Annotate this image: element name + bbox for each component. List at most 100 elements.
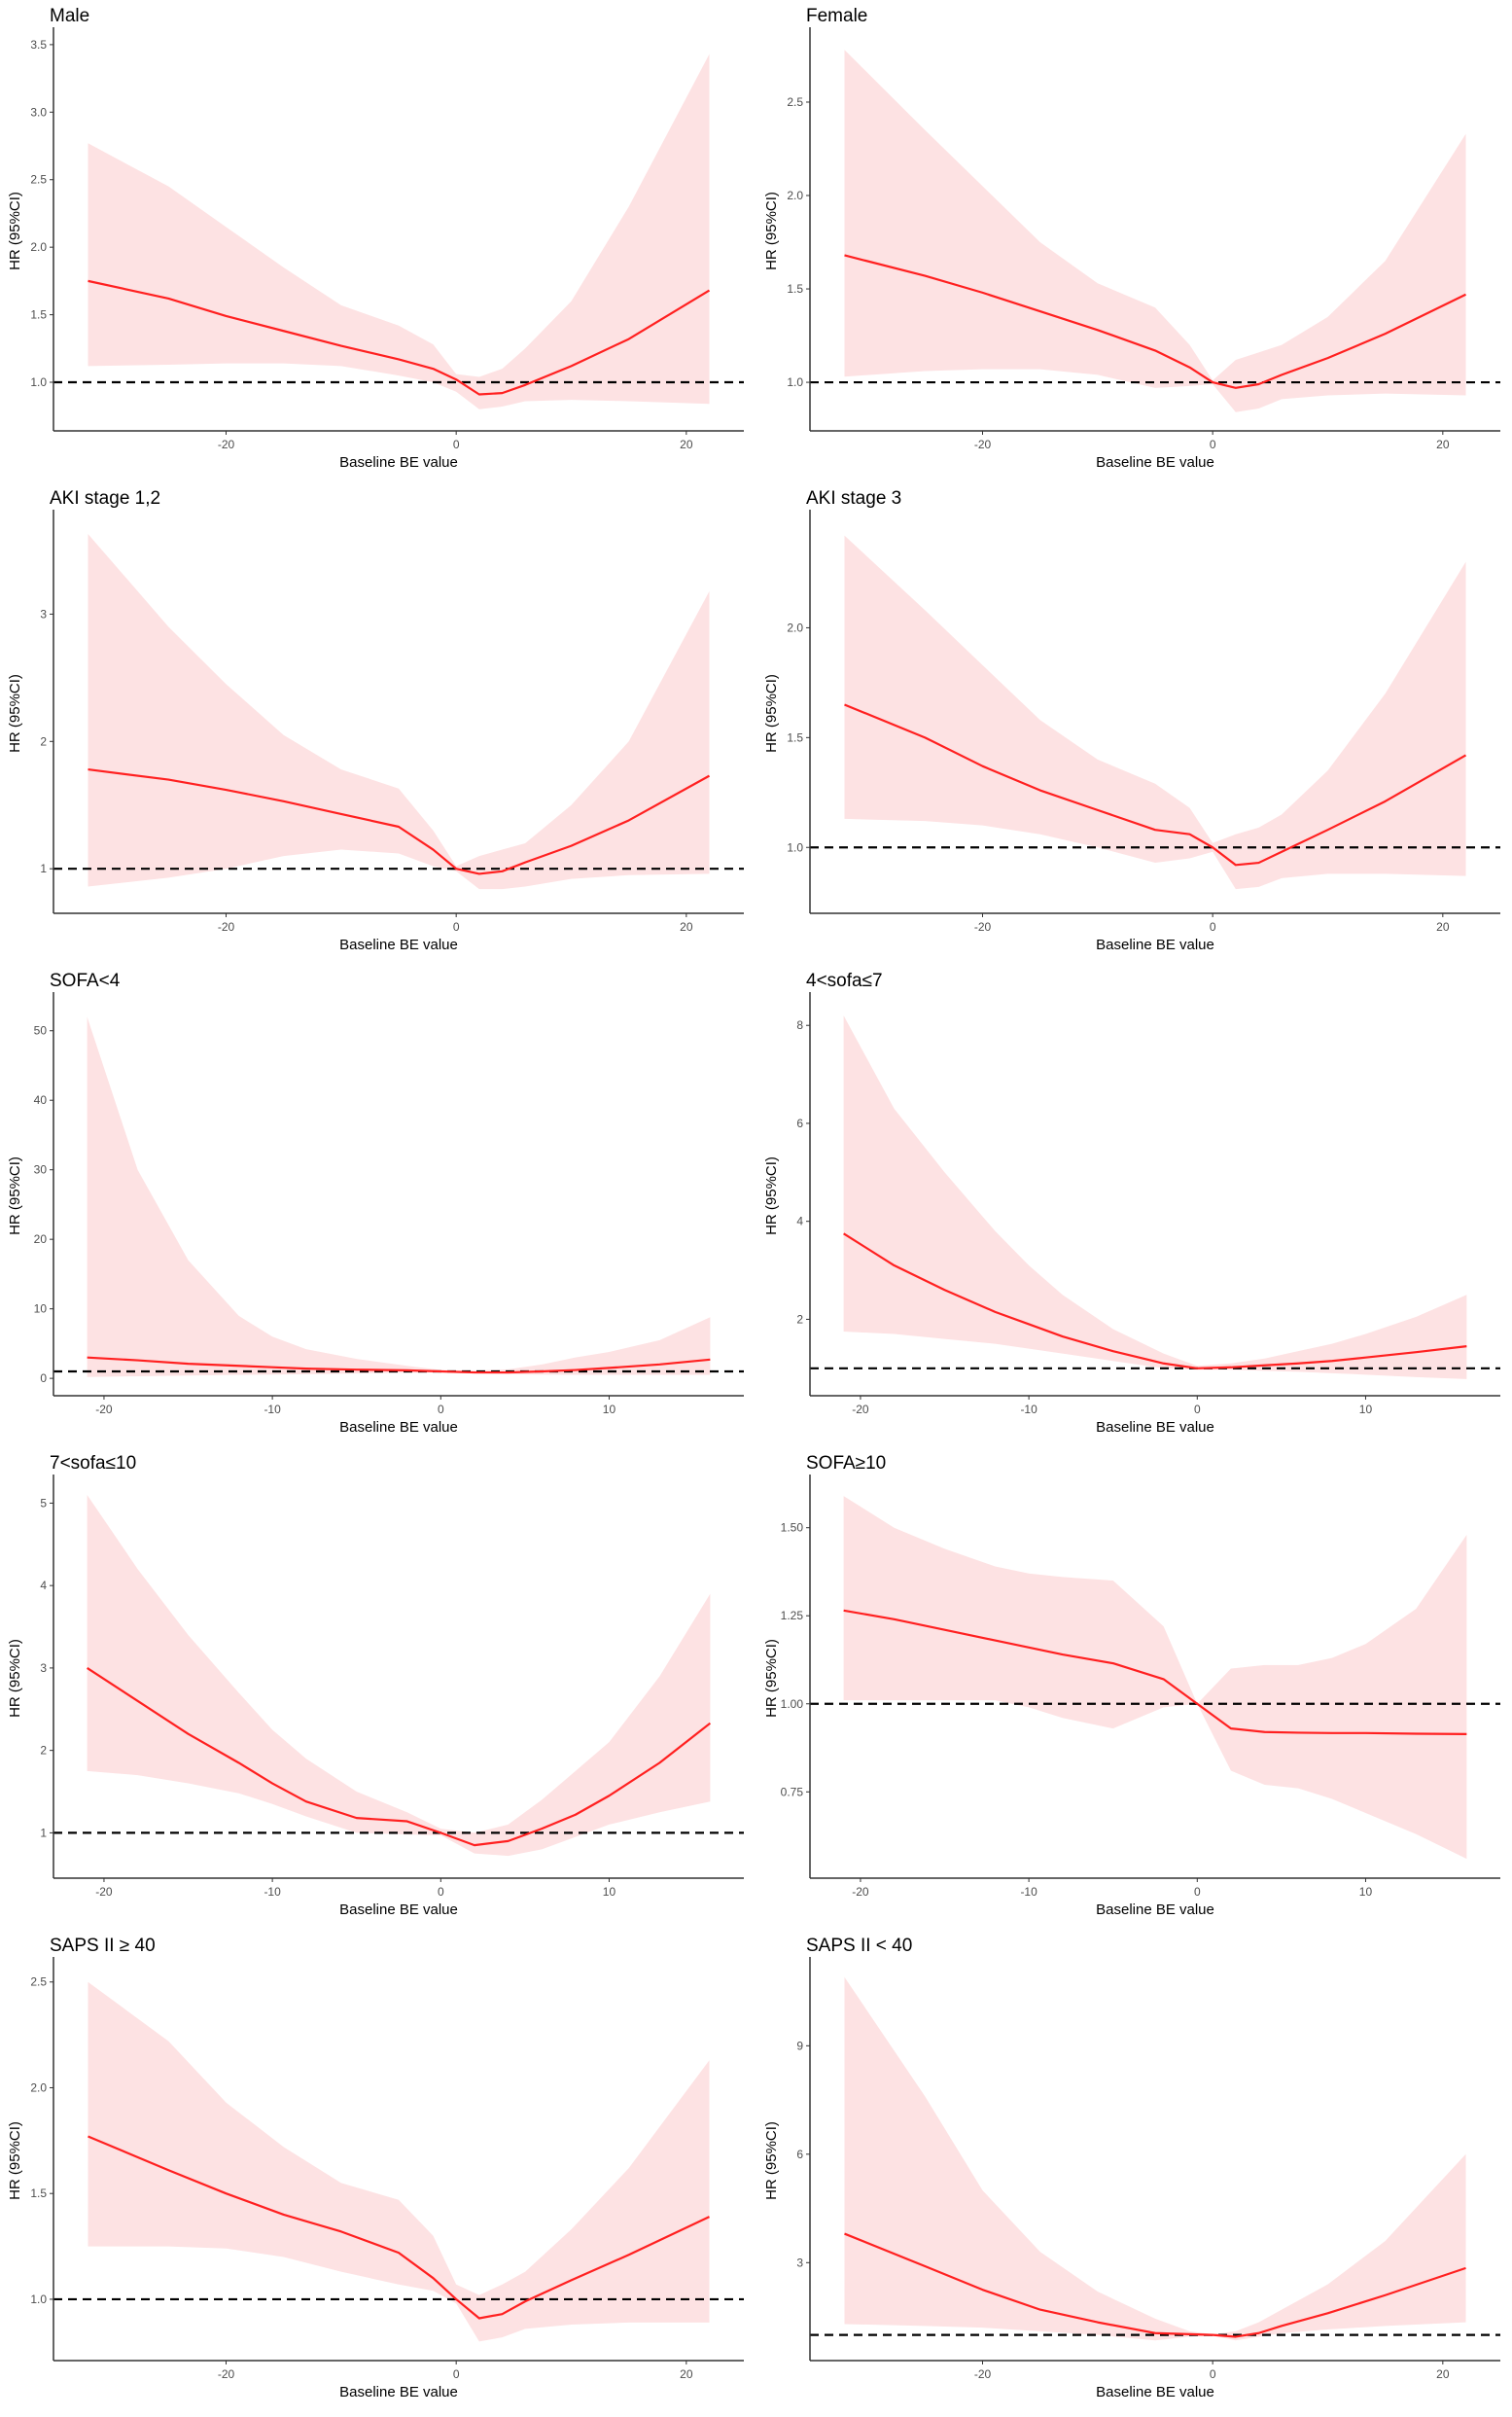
panel-title: 4<sofa≤7 (806, 971, 883, 991)
panel-title: SOFA<4 (50, 971, 121, 991)
y-tick-label: 4 (40, 1579, 47, 1592)
hr-line (843, 1232, 1467, 1369)
x-axis-label: Baseline BE value (1096, 937, 1214, 953)
x-tick-label: -20 (95, 1403, 113, 1416)
x-tick-label: 10 (1359, 1403, 1373, 1416)
y-tick-label: 2.0 (30, 240, 47, 254)
panel-title: AKI stage 1,2 (50, 488, 160, 509)
x-tick-label: 20 (680, 2367, 693, 2381)
panel-7: 0.75 1.00 1.25 1.50 -20 -10 0 10 SOFA≥10 Baseline… (756, 1447, 1512, 1930)
y-tick-label: 20 (34, 1232, 48, 1246)
y-tick-label: 2.5 (787, 95, 803, 109)
y-axis-label: HR (95%CI) (7, 674, 23, 753)
x-axis-label: Baseline BE value (1096, 1419, 1214, 1436)
y-tick-label: 3 (796, 2256, 803, 2269)
panel-title: AKI stage 3 (806, 488, 901, 509)
y-tick-label: 2.0 (787, 189, 803, 202)
chart-svg: 2 4 6 8 -20 -10 0 10 4<sofa≤7 Baseline BE value HR… (763, 971, 1500, 1436)
panel-4: 0 10 20 30 40 50 -20 -10 0 10 SOFA<4 Baseline BE va… (0, 965, 756, 1447)
chart-svg: 0.75 1.00 1.25 1.50 -20 -10 0 10 SOFA≥10 Baseline… (763, 1453, 1500, 1918)
chart-svg: 1.0 1.5 2.0 2.5 -20 0 20 Female Baseline BE valu… (763, 6, 1500, 471)
panel-title: Male (50, 6, 89, 26)
chart-svg: 0 10 20 30 40 50 -20 -10 0 10 SOFA<4 Baseline BE va… (7, 971, 744, 1436)
panel-6: 1 2 3 4 5 -20 -10 0 10 7<sofa≤10 Baseline BE value… (0, 1447, 756, 1930)
x-tick-label: -20 (218, 438, 235, 451)
y-axis-label: HR (95%CI) (7, 1156, 23, 1235)
hr-line (844, 2232, 1466, 2338)
y-tick-label: 2 (40, 734, 47, 748)
y-tick-label: 50 (34, 1024, 48, 1038)
x-tick-label: -20 (95, 1885, 113, 1899)
x-tick-label: -20 (218, 920, 235, 934)
y-tick-label: 1.25 (781, 1609, 804, 1622)
y-tick-label: 1.50 (781, 1521, 804, 1535)
x-tick-label: 0 (1210, 2367, 1216, 2381)
x-tick-label: 0 (453, 920, 460, 934)
y-tick-label: 0.75 (781, 1785, 804, 1798)
x-tick-label: 0 (453, 2367, 460, 2381)
panel-title: SAPS II ≥ 40 (50, 1936, 156, 1956)
x-tick-label: 20 (1436, 438, 1450, 451)
y-tick-label: 6 (796, 1117, 803, 1130)
y-tick-label: 2.5 (30, 1975, 47, 1989)
y-tick-label: 1 (40, 1826, 47, 1839)
ci-band (88, 53, 710, 409)
chart-svg: 1.0 1.5 2.0 2.5 -20 0 20 SAPS II ≥ 40 Baseline B… (7, 1936, 744, 2400)
y-tick-label: 1.0 (787, 840, 803, 854)
chart-svg: 1 2 3 4 5 -20 -10 0 10 7<sofa≤10 Baseline BE value… (7, 1453, 744, 1918)
y-tick-label: 40 (34, 1093, 48, 1107)
x-axis-label: Baseline BE value (339, 1902, 458, 1918)
x-tick-label: -10 (264, 1403, 281, 1416)
x-tick-label: 10 (603, 1885, 616, 1899)
y-axis-label: HR (95%CI) (7, 192, 23, 270)
panel-5: 2 4 6 8 -20 -10 0 10 4<sofa≤7 Baseline BE value HR… (756, 965, 1512, 1447)
x-axis-label: Baseline BE value (1096, 1902, 1214, 1918)
y-tick-label: 1.0 (30, 2293, 47, 2306)
hr-line (87, 1666, 712, 1847)
hr-line (87, 1356, 711, 1374)
x-tick-label: -20 (852, 1403, 869, 1416)
y-tick-label: 30 (34, 1163, 48, 1177)
x-tick-label: -20 (974, 920, 992, 934)
y-tick-label: 10 (34, 1302, 48, 1316)
ci-band (87, 1016, 711, 1377)
x-axis-label: Baseline BE value (339, 937, 458, 953)
y-tick-label: 2.0 (30, 2080, 47, 2094)
x-tick-label: 0 (453, 438, 460, 451)
y-tick-label: 1 (40, 862, 47, 875)
x-tick-label: 0 (1210, 920, 1216, 934)
y-tick-label: 3.0 (30, 105, 47, 119)
ci-band (87, 1494, 711, 1857)
panel-0: 1.0 1.5 2.0 2.5 3.0 3.5 -20 0 20 Male Baseline BE … (0, 0, 756, 482)
x-tick-label: 20 (1436, 2367, 1450, 2381)
x-tick-label: 0 (438, 1403, 444, 1416)
hr-line (88, 279, 711, 396)
panel-9: 3 6 9 -20 0 20 SAPS II < 40 Baseline BE value HR… (756, 1930, 1512, 2412)
x-tick-label: 0 (1194, 1403, 1201, 1416)
ci-band (88, 1981, 710, 2342)
y-tick-label: 1.5 (30, 308, 47, 322)
y-tick-label: 1.5 (787, 730, 803, 744)
hr-line (843, 1609, 1467, 1735)
y-tick-label: 1.0 (787, 375, 803, 389)
y-tick-label: 2 (796, 1312, 803, 1326)
panel-8: 1.0 1.5 2.0 2.5 -20 0 20 SAPS II ≥ 40 Baseline B… (0, 1930, 756, 2412)
panel-title: 7<sofa≤10 (50, 1453, 136, 1474)
y-tick-label: 8 (796, 1018, 803, 1032)
panel-title: SOFA≥10 (806, 1453, 886, 1474)
x-tick-label: -20 (974, 2367, 992, 2381)
x-tick-label: 0 (438, 1885, 444, 1899)
chart-svg: 1 2 3 -20 0 20 AKI stage 1,2 Baseline BE value H… (7, 488, 744, 953)
y-axis-label: HR (95%CI) (763, 192, 780, 270)
y-axis-label: HR (95%CI) (763, 1156, 780, 1235)
x-tick-label: 20 (680, 920, 693, 934)
ci-band (844, 50, 1466, 412)
x-axis-label: Baseline BE value (339, 454, 458, 471)
x-tick-label: 0 (1210, 438, 1216, 451)
y-tick-label: 5 (40, 1496, 47, 1510)
x-tick-label: 0 (1194, 1885, 1201, 1899)
x-axis-label: Baseline BE value (339, 1419, 458, 1436)
x-tick-label: 20 (680, 438, 693, 451)
y-tick-label: 3.5 (30, 38, 47, 52)
y-tick-label: 4 (796, 1215, 803, 1228)
